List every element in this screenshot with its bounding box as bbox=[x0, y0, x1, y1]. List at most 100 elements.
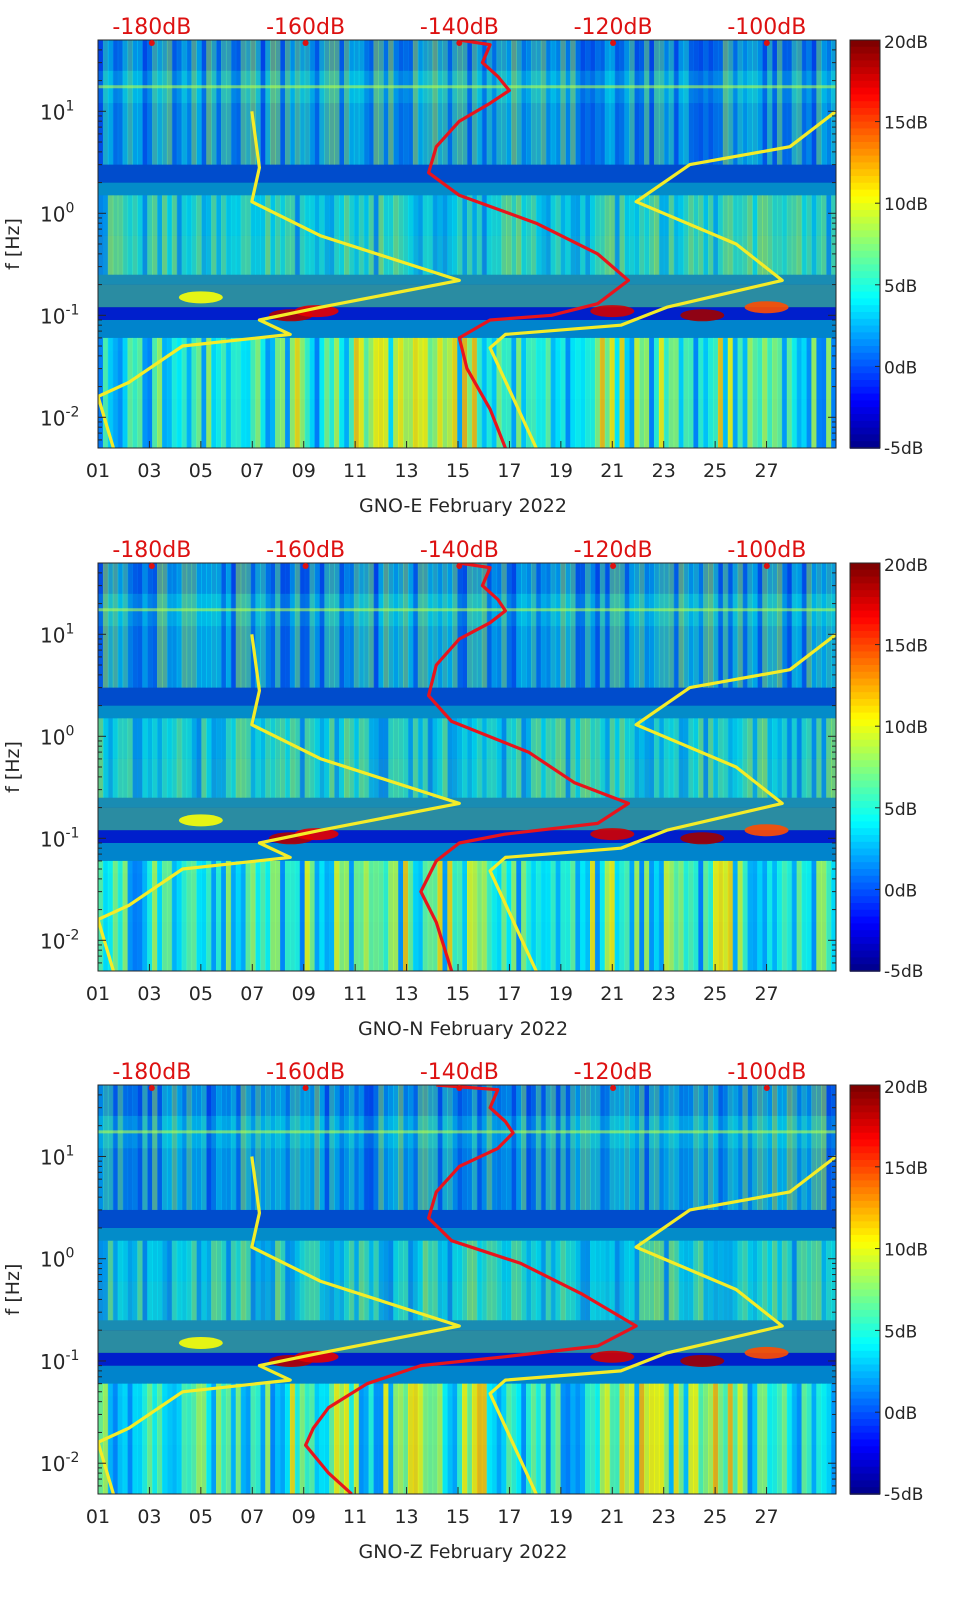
spectrogram-column bbox=[545, 563, 552, 688]
spectrogram-column bbox=[319, 337, 325, 448]
spectrogram-column bbox=[122, 718, 129, 798]
spectrogram-column bbox=[152, 195, 158, 275]
spectrogram-column bbox=[796, 337, 803, 448]
top-axis-label: -160dB bbox=[266, 15, 345, 40]
spectrogram-column bbox=[422, 195, 429, 275]
spectrogram-column bbox=[284, 195, 291, 275]
spectrogram-column bbox=[358, 563, 365, 688]
colorbar-segment bbox=[850, 1405, 880, 1413]
spectrogram-column bbox=[112, 860, 119, 971]
spectrogram-column bbox=[255, 337, 261, 448]
spectrogram-column bbox=[299, 563, 306, 688]
x-tick-label: 17 bbox=[497, 460, 521, 482]
spectrogram-column bbox=[206, 860, 212, 971]
spectrogram-column bbox=[717, 337, 724, 448]
spectrogram-column bbox=[594, 195, 601, 275]
spectrogram-column bbox=[457, 1240, 463, 1321]
spectrogram-column bbox=[570, 563, 576, 688]
spectrogram-column bbox=[560, 1383, 566, 1494]
spectrogram-column bbox=[737, 1240, 744, 1321]
spectrogram-column bbox=[157, 718, 163, 798]
spectrogram-column bbox=[752, 337, 758, 448]
spectrogram-column bbox=[437, 337, 443, 448]
colorbar-segment bbox=[850, 644, 880, 653]
x-tick-label: 11 bbox=[343, 983, 367, 1005]
spectrogram-column bbox=[565, 1383, 571, 1494]
spectrogram-column bbox=[781, 1383, 788, 1494]
spectrogram-column bbox=[732, 1383, 739, 1494]
colorbar-segment bbox=[850, 631, 880, 639]
spectrogram-column bbox=[334, 1240, 340, 1321]
colorbar-frame bbox=[849, 1084, 881, 1495]
spectrogram-column bbox=[644, 195, 650, 275]
spectrogram-column bbox=[516, 337, 522, 448]
spectrogram-column bbox=[727, 1240, 734, 1321]
spectrogram-column bbox=[107, 40, 114, 165]
spectrogram-column bbox=[476, 860, 483, 971]
spectrogram-column bbox=[339, 563, 345, 688]
spectrogram-column bbox=[619, 1240, 626, 1321]
spectrogram-column bbox=[496, 40, 503, 165]
spectrogram-column bbox=[348, 1240, 355, 1321]
spectrogram-column bbox=[629, 1240, 635, 1321]
colorbar-segment bbox=[850, 60, 880, 68]
spectrogram-column bbox=[427, 40, 434, 165]
spectrogram-column bbox=[314, 337, 320, 448]
spectrogram-column bbox=[629, 337, 635, 448]
spectrogram-column bbox=[191, 718, 197, 798]
spectrogram-column bbox=[368, 718, 375, 798]
colorbar-segment bbox=[850, 685, 880, 693]
spectrogram-column bbox=[432, 1085, 439, 1210]
spectrogram-column bbox=[767, 718, 773, 798]
spectrogram-column bbox=[442, 1383, 448, 1494]
spectrogram-column bbox=[629, 860, 635, 971]
spectrogram-column bbox=[634, 337, 640, 448]
colorbar-segment bbox=[850, 53, 880, 62]
colorbar-segment bbox=[850, 325, 880, 334]
colorbar-segment bbox=[850, 1119, 880, 1127]
colorbar-segment bbox=[850, 40, 880, 48]
spectrogram-column bbox=[240, 337, 247, 448]
spectrogram-column bbox=[678, 40, 685, 165]
spectrogram-column bbox=[762, 563, 768, 688]
spectrogram-column bbox=[776, 718, 783, 798]
spectrogram-column bbox=[481, 337, 488, 448]
spectrogram-column bbox=[540, 563, 547, 688]
spectrogram-column bbox=[471, 40, 478, 165]
spectrogram-column bbox=[762, 860, 768, 971]
colorbar-segment bbox=[850, 114, 880, 123]
spectrogram-column bbox=[147, 40, 153, 165]
colorbar-segment bbox=[850, 46, 880, 55]
spectrogram-column bbox=[580, 337, 586, 448]
spectrogram-column bbox=[624, 40, 630, 165]
spectrogram-column bbox=[629, 40, 635, 165]
spectrogram-column bbox=[649, 1383, 655, 1494]
spectrogram-column bbox=[476, 563, 483, 688]
spectrogram-column bbox=[196, 563, 202, 688]
spectrogram-column bbox=[776, 563, 783, 688]
spectrogram-column bbox=[594, 718, 601, 798]
spectrogram-column bbox=[791, 195, 798, 275]
spectrogram-column bbox=[796, 1383, 803, 1494]
spectrogram-column bbox=[511, 563, 517, 688]
top-axis-label: -140dB bbox=[420, 15, 499, 40]
spectrogram-column bbox=[166, 1240, 173, 1321]
spectrogram-column bbox=[491, 563, 498, 688]
spectrogram-column bbox=[693, 337, 699, 448]
spectrogram-column bbox=[427, 1085, 434, 1210]
spectrogram-column bbox=[821, 337, 827, 448]
spectrogram-column bbox=[235, 337, 242, 448]
spectrogram-column bbox=[299, 1383, 306, 1494]
spectrogram-column bbox=[540, 1383, 547, 1494]
spectrogram-column bbox=[653, 1085, 660, 1210]
colorbar-segment bbox=[850, 182, 880, 191]
spectrogram-column bbox=[604, 718, 611, 798]
spectrogram-column bbox=[289, 860, 296, 971]
spectrogram-column bbox=[324, 337, 330, 448]
top-axis-marker bbox=[763, 563, 770, 569]
spectrogram-column bbox=[280, 1085, 286, 1210]
spectrogram-column bbox=[422, 337, 429, 448]
colorbar-segment bbox=[850, 563, 880, 571]
colorbar-segment bbox=[850, 1371, 880, 1379]
spectrogram-column bbox=[816, 860, 822, 971]
